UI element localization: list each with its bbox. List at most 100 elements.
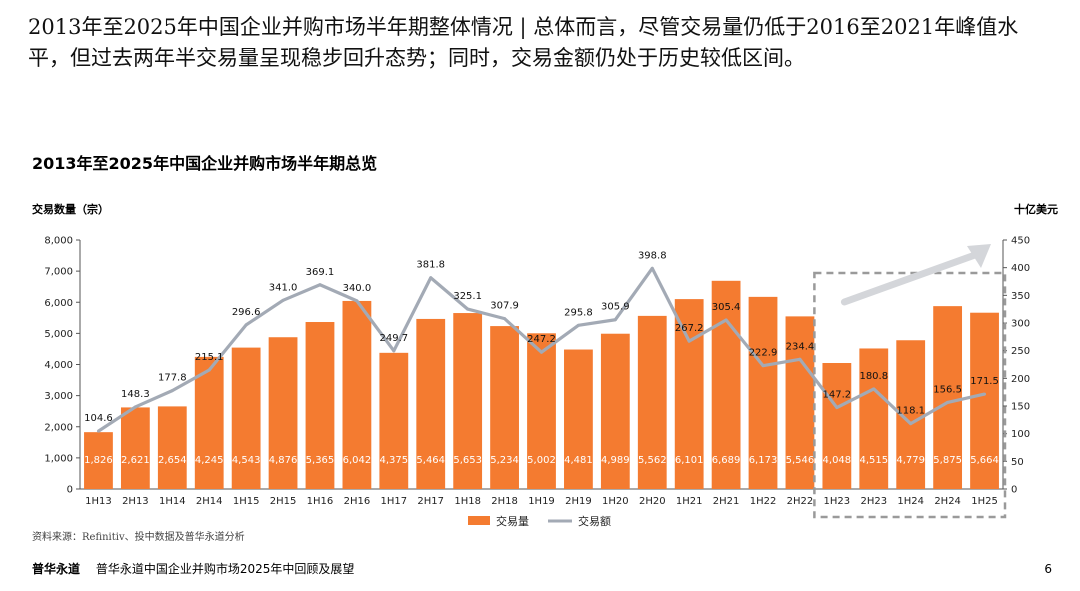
bar-value-label: 5,653: [453, 455, 482, 466]
right-tick-label: 350: [1011, 291, 1030, 302]
x-tick-label: 1H22: [750, 496, 777, 507]
bar-value-label: 4,515: [859, 455, 888, 466]
bar-value-label: 5,002: [527, 455, 556, 466]
line-point: [244, 323, 248, 327]
right-tick-label: 300: [1011, 319, 1030, 330]
left-tick-label: 6,000: [44, 298, 73, 309]
line-point: [207, 368, 211, 372]
bar-2H17: [416, 318, 446, 489]
line-point: [724, 318, 728, 322]
right-tick-label: 100: [1011, 429, 1030, 440]
bar-2H14: [194, 356, 224, 489]
line-point: [761, 364, 765, 368]
line-value-label: 215.1: [195, 352, 224, 363]
bar-value-label: 6,173: [749, 455, 778, 466]
line-value-label: 381.8: [416, 260, 445, 271]
bar-1H17: [379, 352, 409, 489]
line-value-label: 325.1: [453, 291, 482, 302]
line-value-label: 234.4: [786, 341, 815, 352]
bar-value-label: 4,989: [601, 455, 630, 466]
right-tick-label: 50: [1011, 457, 1024, 468]
line-point: [466, 307, 470, 311]
line-point: [318, 283, 322, 287]
line-point: [540, 350, 543, 354]
line-value-label: 341.0: [269, 282, 298, 293]
x-tick-label: 2H14: [196, 496, 223, 507]
line-point: [613, 318, 617, 322]
page-headline: 2013年至2025年中国企业并购市场半年期整体情况 | 总体而言，尽管交易量仍…: [28, 15, 1019, 70]
bar-2H23: [859, 348, 889, 489]
line-point: [170, 389, 174, 393]
x-tick-label: 1H13: [85, 496, 112, 507]
line-point: [909, 422, 913, 426]
bar-value-label: 5,562: [638, 455, 667, 466]
x-tick-label: 1H25: [971, 496, 998, 507]
bar-2H19: [564, 349, 593, 489]
line-value-label: 340.0: [343, 283, 372, 294]
legend-label-value: 交易额: [578, 514, 611, 528]
x-tick-label: 2H16: [344, 496, 371, 507]
line-value-label: 369.1: [306, 267, 335, 278]
bar-value-label: 5,234: [490, 455, 519, 466]
line-value-label: 296.6: [232, 307, 261, 318]
bar-2H16: [342, 300, 372, 489]
left-tick-label: 0: [67, 485, 73, 496]
line-value-label: 267.2: [675, 323, 704, 334]
bar-1H18: [453, 313, 483, 489]
left-tick-label: 4,000: [44, 360, 73, 371]
bar-2H21: [711, 280, 741, 489]
line-point: [983, 392, 987, 396]
bar-value-label: 5,546: [786, 455, 815, 466]
left-tick-label: 2,000: [44, 422, 73, 433]
line-value-label: 398.8: [638, 250, 667, 261]
bar-1H13: [84, 432, 113, 489]
bar-value-label: 5,664: [970, 455, 999, 466]
bar-value-label: 4,876: [269, 455, 298, 466]
line-point: [355, 299, 359, 303]
x-tick-label: 1H18: [454, 496, 481, 507]
x-tick-label: 1H23: [824, 496, 851, 507]
bar-2H13: [120, 407, 150, 489]
bar-value-label: 1,826: [84, 455, 113, 466]
bar-1H22: [748, 296, 778, 489]
x-tick-label: 2H23: [860, 496, 887, 507]
bar-1H25: [970, 312, 999, 489]
bar-1H23: [822, 363, 852, 489]
line-value-label: 118.1: [896, 406, 925, 417]
line-value-label: 180.8: [859, 371, 888, 382]
line-point: [576, 323, 580, 327]
bar-1H21: [674, 299, 704, 489]
line-value-label: 177.8: [158, 373, 187, 384]
bar-value-label: 4,245: [195, 455, 224, 466]
trend-arrow-head: [967, 244, 991, 268]
x-tick-label: 2H19: [565, 496, 592, 507]
line-point: [872, 387, 876, 391]
line-value-label: 247.2: [527, 334, 556, 345]
x-tick-label: 2H18: [491, 496, 518, 507]
line-point: [503, 317, 507, 321]
line-point: [133, 405, 137, 409]
bar-value-label: 4,779: [896, 455, 925, 466]
line-value-label: 295.8: [564, 307, 593, 318]
bar-value-label: 4,375: [379, 455, 408, 466]
line-value-label: 156.5: [933, 384, 962, 395]
line-value-label: 147.2: [823, 390, 852, 401]
bar-1H16: [305, 322, 335, 489]
trend-arrow-shaft: [840, 251, 979, 306]
left-tick-label: 3,000: [44, 391, 73, 402]
x-tick-label: 1H21: [676, 496, 703, 507]
line-point: [946, 400, 950, 404]
right-tick-label: 0: [1011, 485, 1017, 496]
bar-value-label: 6,042: [343, 455, 372, 466]
line-point: [96, 429, 100, 433]
right-tick-label: 450: [1011, 236, 1030, 247]
bar-1H20: [600, 333, 630, 489]
line-point: [650, 266, 654, 270]
bar-2H20: [637, 315, 667, 489]
x-tick-label: 2H13: [122, 496, 149, 507]
left-tick-label: 5,000: [44, 329, 73, 340]
footer-title: 普华永道中国企业并购市场2025年中回顾及展望: [95, 562, 355, 576]
left-tick-label: 7,000: [44, 267, 73, 278]
right-tick-label: 150: [1011, 402, 1030, 413]
left-tick-label: 1,000: [44, 453, 73, 464]
